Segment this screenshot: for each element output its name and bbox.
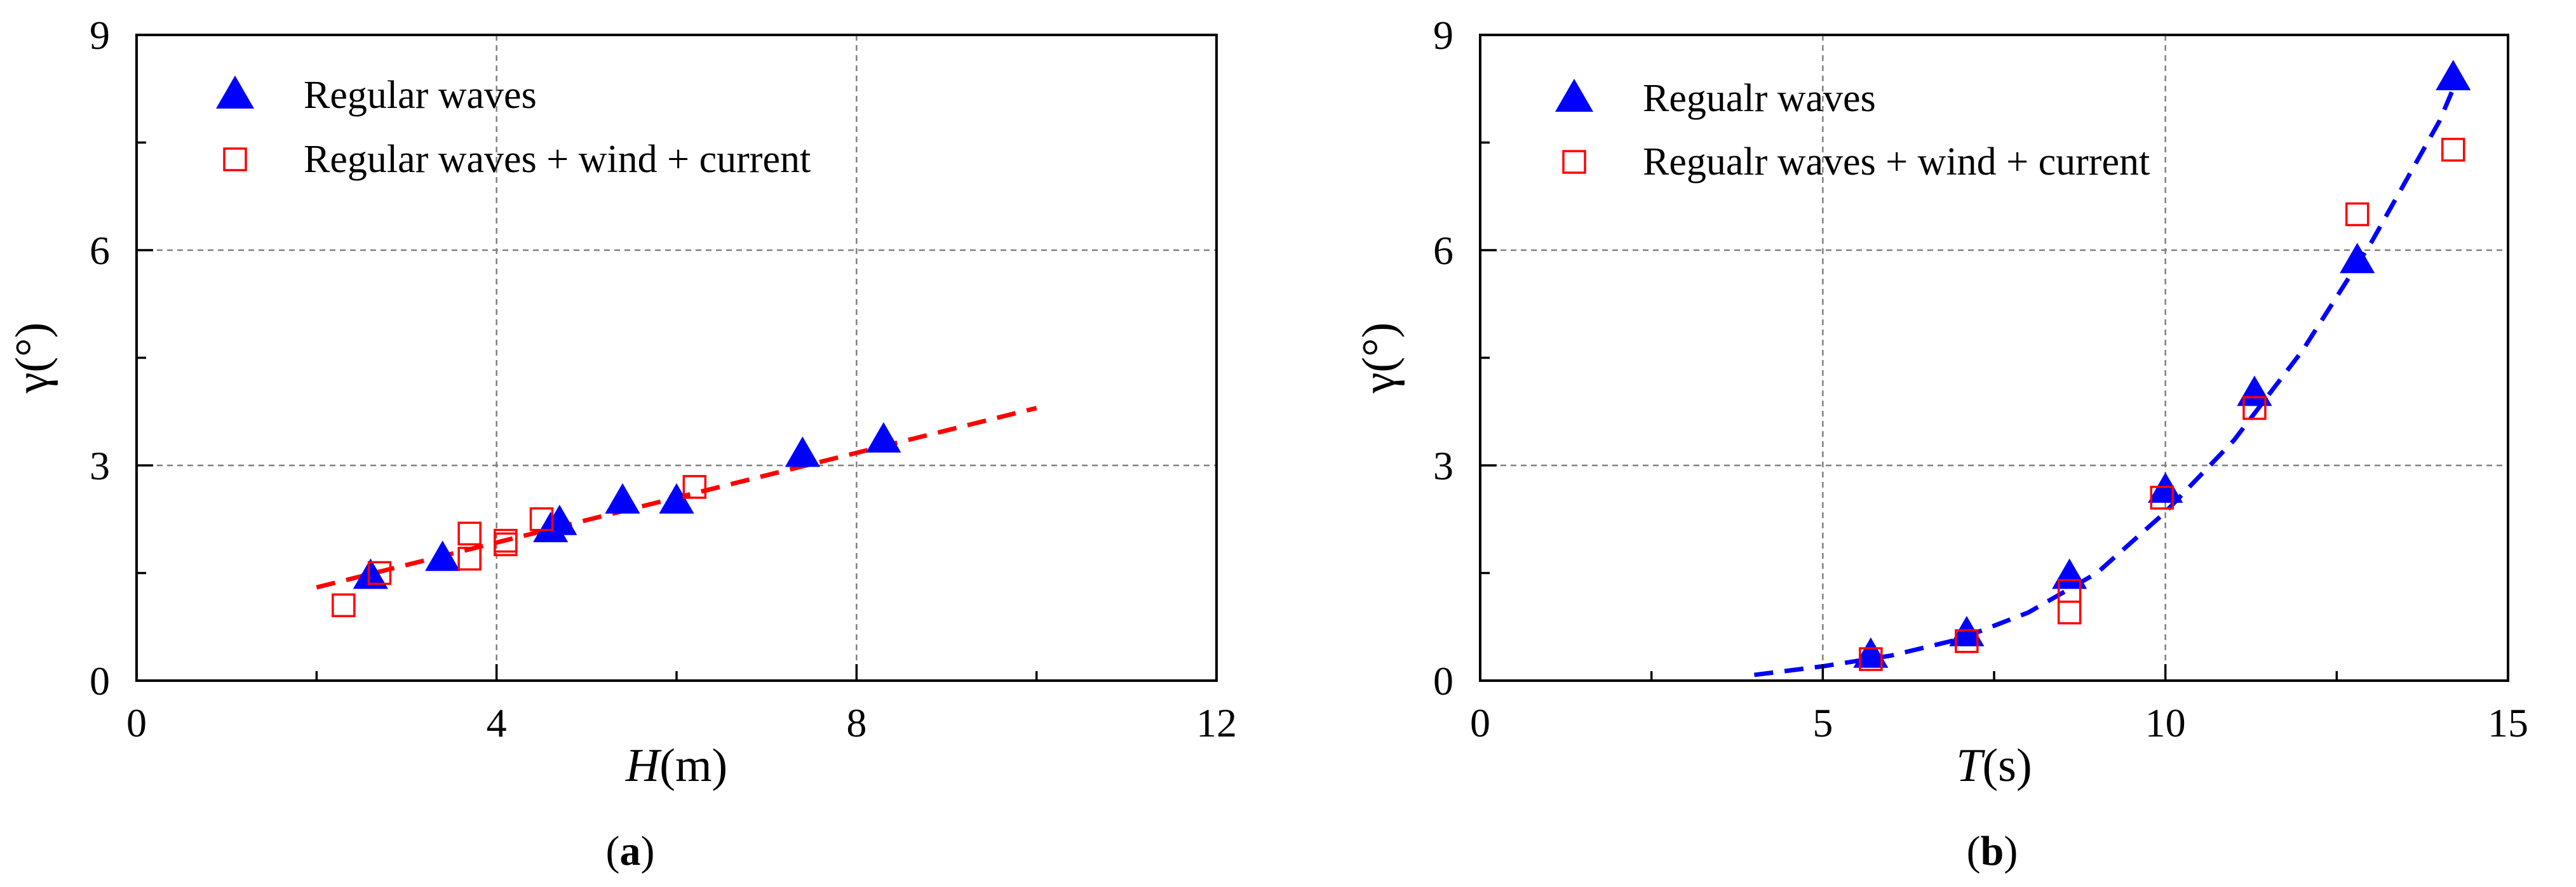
legend-triangle-icon [1555, 79, 1593, 112]
data-point-triangle [2052, 558, 2087, 589]
panel-letter: a [620, 828, 641, 874]
data-point-square [2345, 202, 2370, 227]
legend-item-regular-waves: Regular waves [216, 74, 537, 117]
data-point-square [1859, 647, 1883, 671]
y-tick-label: 9 [90, 13, 110, 58]
y-tick-label: 6 [1433, 228, 1453, 273]
data-point-square [332, 593, 356, 618]
data-point-square [2150, 486, 2175, 510]
x-tick-label: 15 [2488, 700, 2528, 745]
data-point-triangle [659, 483, 694, 514]
x-tick-label: 8 [846, 700, 867, 745]
x-axis-variable: H [625, 740, 662, 792]
legend-square-icon [1562, 150, 1586, 174]
data-point-triangle [1853, 637, 1889, 668]
ticks-a: 0 4 8 12 0 3 6 9 [90, 13, 1237, 745]
legend-item-regualr-waves-wind-current: Regualr waves + wind + current [1562, 140, 2150, 183]
data-point-triangle [353, 558, 388, 589]
data-point-triangle [542, 504, 577, 535]
x-axis-label: T(s) [1956, 740, 2032, 792]
data-point-square [457, 521, 482, 546]
marks-a [332, 422, 901, 618]
legend-triangle-icon [216, 76, 254, 109]
grid-b [1480, 35, 2508, 681]
data-point-square [2057, 600, 2082, 625]
grid-a [137, 35, 1217, 681]
y-tick-label: 9 [1433, 13, 1453, 58]
x-tick-label: 0 [1470, 700, 1490, 745]
data-point-square [2441, 138, 2465, 162]
x-axis-variable: T [1956, 740, 1985, 792]
data-point-triangle [2340, 243, 2375, 274]
x-tick-label: 0 [126, 700, 147, 745]
x-tick-label: 4 [487, 700, 507, 745]
x-axis-unit: (s) [1983, 740, 2032, 792]
panel-letter: b [1981, 828, 2004, 874]
data-point-square [2242, 396, 2267, 420]
ticks-b: 0 5 10 15 0 3 6 9 [1433, 13, 2528, 745]
data-point-triangle [425, 540, 461, 571]
legend-label: Regualr waves [1643, 77, 1876, 120]
data-point-square [1955, 629, 1979, 653]
legend-label: Regular waves [304, 74, 537, 117]
plot-frame-b [1479, 34, 2509, 682]
panel-label: (a) [606, 828, 655, 874]
legend-a: Regular waves Regular waves + wind + cur… [216, 74, 811, 181]
data-point-square [494, 528, 518, 553]
x-tick-label: 5 [1812, 700, 1833, 745]
data-point-triangle [605, 483, 640, 514]
x-tick-label: 10 [2145, 700, 2186, 745]
x-tick-label: 12 [1196, 700, 1237, 745]
x-axis-unit: (m) [659, 740, 727, 792]
chart-panel-a: 0 4 8 12 0 3 6 9 Regular waves Regular waves + … [6, 13, 1237, 874]
plot-frame-a [135, 34, 1218, 682]
y-axis-label: γ(°) [6, 323, 58, 394]
chart-panel-b: 0 5 10 15 0 3 6 9 Regualr waves Regualr waves +… [1353, 13, 2528, 874]
x-axis-label: H(m) [625, 740, 727, 792]
data-point-triangle [2237, 375, 2272, 406]
data-point-triangle [2436, 60, 2471, 91]
legend-b: Regualr waves Regualr waves + wind + cur… [1555, 77, 2150, 183]
legend-item-regular-waves-wind-current: Regular waves + wind + current [223, 138, 811, 181]
data-point-square [2057, 579, 2082, 603]
legend-item-regualr-waves: Regualr waves [1555, 77, 1876, 120]
y-tick-label: 3 [1433, 443, 1453, 488]
y-tick-label: 0 [90, 658, 110, 704]
data-point-square [682, 475, 707, 499]
y-tick-label: 0 [1433, 658, 1453, 704]
data-point-triangle [866, 422, 901, 453]
legend-label: Regualr waves + wind + current [1643, 140, 2150, 183]
y-tick-label: 6 [90, 228, 110, 273]
data-point-triangle [785, 436, 820, 467]
data-point-square [529, 507, 554, 531]
legend-square-icon [223, 147, 247, 171]
y-tick-label: 3 [90, 443, 110, 488]
legend-label: Regular waves + wind + current [304, 138, 811, 181]
panel-label: (b) [1967, 828, 2018, 874]
data-point-square [457, 547, 482, 571]
y-axis-label: γ(°) [1353, 323, 1405, 394]
marks-b [1853, 60, 2471, 671]
data-point-square [367, 561, 392, 585]
